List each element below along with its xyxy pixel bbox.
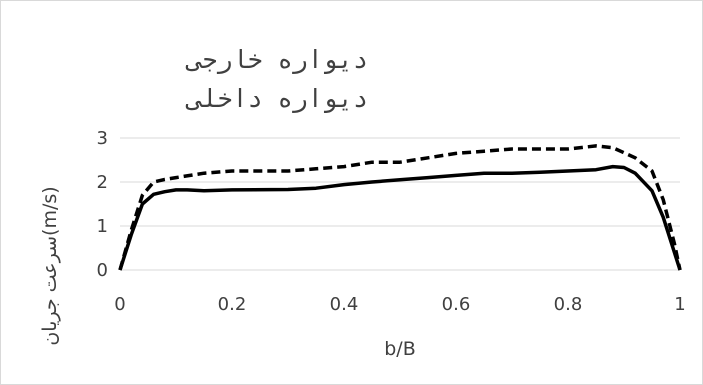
tick-labels: 0 1 2 3 0 0.2 0.4 0.6 0.8 1 [97, 128, 686, 315]
series-line-outer-wall [118, 144, 682, 271]
x-tick-label: 0.6 [442, 294, 471, 315]
legend-entry-inner-wall: دیواره داخلی [185, 84, 368, 113]
y-tick-label: 0 [97, 260, 108, 281]
series-line-inner-wall [118, 164, 682, 271]
y-tick-label: 1 [97, 216, 108, 237]
x-tick-label: 0.4 [330, 294, 359, 315]
legend-entry-outer-wall: دیواره خارجی [185, 45, 368, 74]
legend: دیواره خارجی دیواره داخلی [185, 45, 368, 113]
x-tick-label: 0.2 [218, 294, 247, 315]
y-tick-label: 2 [97, 172, 108, 193]
y-tick-label: 3 [97, 128, 108, 149]
gridlines [120, 137, 680, 227]
x-tick-label: 1 [674, 294, 685, 315]
x-tick-label: 0.8 [554, 294, 583, 315]
y-axis-title: سرعت جریان(m/s) [39, 186, 61, 345]
series-lines [118, 144, 682, 271]
x-axis-title: b/B [384, 338, 416, 360]
x-tick-label: 0 [114, 294, 125, 315]
